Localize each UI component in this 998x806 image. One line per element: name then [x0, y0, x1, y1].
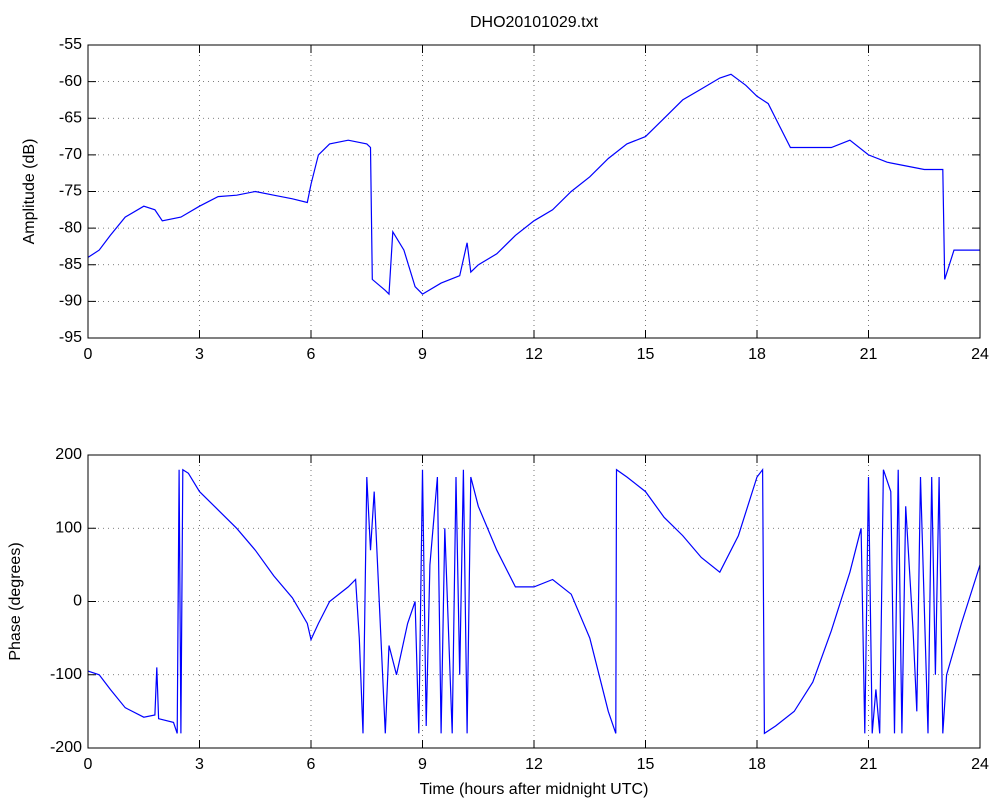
- x-tick-label: 15: [637, 346, 655, 363]
- y-tick-label: 0: [73, 593, 82, 610]
- y-tick-label: -95: [59, 329, 82, 346]
- data-line: [87, 467, 981, 735]
- y-axis-label: Phase (degrees): [7, 542, 24, 660]
- x-tick-label: 3: [195, 756, 204, 773]
- y-axis-label: Amplitude (dB): [21, 139, 38, 245]
- y-tick-label: -55: [59, 36, 82, 53]
- data-line: [87, 73, 980, 296]
- x-tick-label: 9: [418, 756, 427, 773]
- x-tick-label: 9: [418, 346, 427, 363]
- y-tick-label: -90: [59, 293, 82, 310]
- y-tick-label: -200: [50, 739, 82, 756]
- y-tick-label: -65: [59, 109, 82, 126]
- y-tick-label: -60: [59, 73, 82, 90]
- y-tick-label: -75: [59, 183, 82, 200]
- chart-title: DHO20101029.txt: [470, 14, 599, 31]
- x-tick-label: 18: [748, 756, 766, 773]
- x-tick-label: 12: [525, 756, 543, 773]
- x-tick-label: 24: [971, 346, 989, 363]
- x-tick-label: 0: [84, 756, 93, 773]
- x-tick-label: 24: [971, 756, 989, 773]
- x-tick-label: 21: [860, 346, 878, 363]
- x-tick-label: 12: [525, 346, 543, 363]
- x-tick-label: 18: [748, 346, 766, 363]
- axes-frame: [87, 44, 981, 339]
- x-tick-label: 3: [195, 346, 204, 363]
- axes-frame: [87, 454, 981, 749]
- y-tick-label: -70: [59, 146, 82, 163]
- y-tick-label: -100: [50, 666, 82, 683]
- x-tick-label: 0: [84, 346, 93, 363]
- y-tick-label: -85: [59, 256, 82, 273]
- x-tick-label: 15: [637, 756, 655, 773]
- x-tick-label: 6: [307, 756, 316, 773]
- y-tick-label: 100: [55, 519, 82, 536]
- y-tick-label: -80: [59, 219, 82, 236]
- x-tick-label: 21: [860, 756, 878, 773]
- y-tick-label: 200: [55, 446, 82, 463]
- x-axis-label: Time (hours after midnight UTC): [420, 781, 649, 798]
- x-tick-label: 6: [307, 346, 316, 363]
